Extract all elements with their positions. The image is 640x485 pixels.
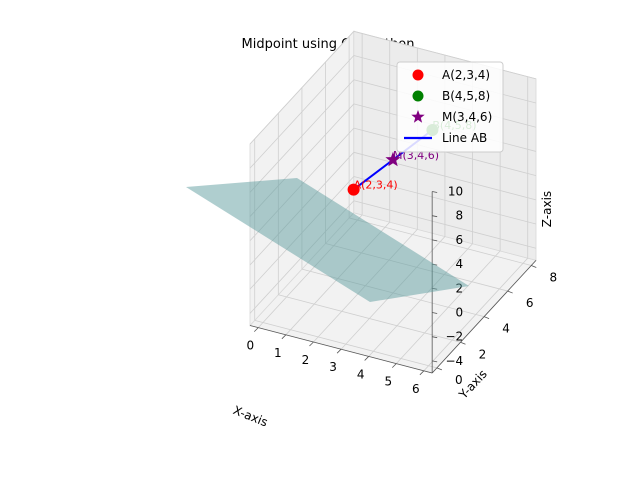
legend-entry-label: B(4,5,8) (442, 89, 490, 103)
z-tick-label: 4 (456, 257, 464, 271)
x-tick-mark (281, 334, 287, 340)
axis-ticks: 0 1 2 3 4 5 6 0 2 4 6 8 −4 −2 0 2 4 6 8 10 (246, 184, 557, 395)
z-tick-label: 10 (448, 184, 463, 198)
point-a-label: A(2,3,4) (354, 179, 398, 192)
y-grid-line (349, 217, 532, 266)
x-tick-label: 0 (246, 339, 254, 353)
legend-entry-label: A(2,3,4) (442, 68, 490, 82)
z-tick-mark (432, 215, 438, 218)
x-tick-label: 2 (302, 353, 310, 367)
x-tick-label: 3 (329, 360, 337, 374)
y-grid-line (278, 294, 461, 343)
x-tick-label: 4 (357, 367, 365, 381)
z-tick-mark (432, 239, 438, 242)
z-grid-line (353, 151, 537, 201)
point-m (385, 151, 401, 167)
z-tick-label: 6 (456, 233, 464, 247)
legend-box (396, 61, 504, 153)
x-tick-mark (419, 370, 425, 376)
z-tick-label: −4 (445, 354, 463, 368)
z-tick-mark (432, 312, 438, 314)
z-grid-line (353, 200, 537, 249)
z-grid-line (353, 30, 537, 80)
x-tick-mark (364, 356, 369, 361)
x-axis-label: X-axis (231, 403, 270, 429)
legend: A(2,3,4) B(4,5,8) M(3,4,6) Line AB (396, 61, 504, 153)
x-tick-label: 6 (412, 382, 420, 396)
y-tick-mark (436, 367, 443, 371)
z-axis-label: Z-axis (540, 191, 554, 227)
y-tick-mark (531, 265, 537, 268)
z-tick-label: 2 (456, 281, 464, 295)
z-tick-label: −2 (445, 330, 463, 344)
x-tick-label: 1 (274, 346, 282, 360)
y-tick-label: 2 (479, 347, 487, 361)
z-grid-line (249, 79, 355, 193)
z-grid-line (353, 176, 537, 225)
legend-marker-icon (412, 69, 424, 81)
y-grid-line (254, 319, 437, 369)
z-grid-line (249, 55, 355, 169)
y-tick-label: 4 (502, 322, 510, 336)
legend-marker-icon (412, 90, 424, 102)
y-tick-mark (507, 290, 513, 294)
y-tick-mark (483, 316, 490, 320)
x-tick-mark (309, 341, 314, 347)
z-tick-mark (432, 336, 438, 339)
x-tick-mark (391, 363, 397, 368)
y-tick-mark (460, 341, 466, 345)
z-tick-mark (432, 191, 438, 193)
x-tick-label: 5 (384, 375, 392, 389)
x-tick-mark (336, 348, 342, 354)
point-a (347, 183, 360, 196)
z-grid-line (249, 31, 355, 145)
z-tick-label: 8 (456, 209, 464, 223)
legend-entry-label: M(3,4,6) (442, 110, 492, 124)
y-tick-label: 8 (549, 270, 557, 284)
x-axis-line (249, 325, 433, 374)
y-tick-label: 0 (455, 373, 463, 387)
x-tick-mark (253, 327, 259, 332)
plane-surface (186, 178, 469, 302)
legend-entry-label: Line AB (442, 131, 487, 145)
y-tick-label: 6 (526, 296, 534, 310)
legend-star-icon (411, 110, 425, 123)
z-tick-label: 0 (456, 305, 464, 319)
z-tick-mark (432, 360, 438, 363)
